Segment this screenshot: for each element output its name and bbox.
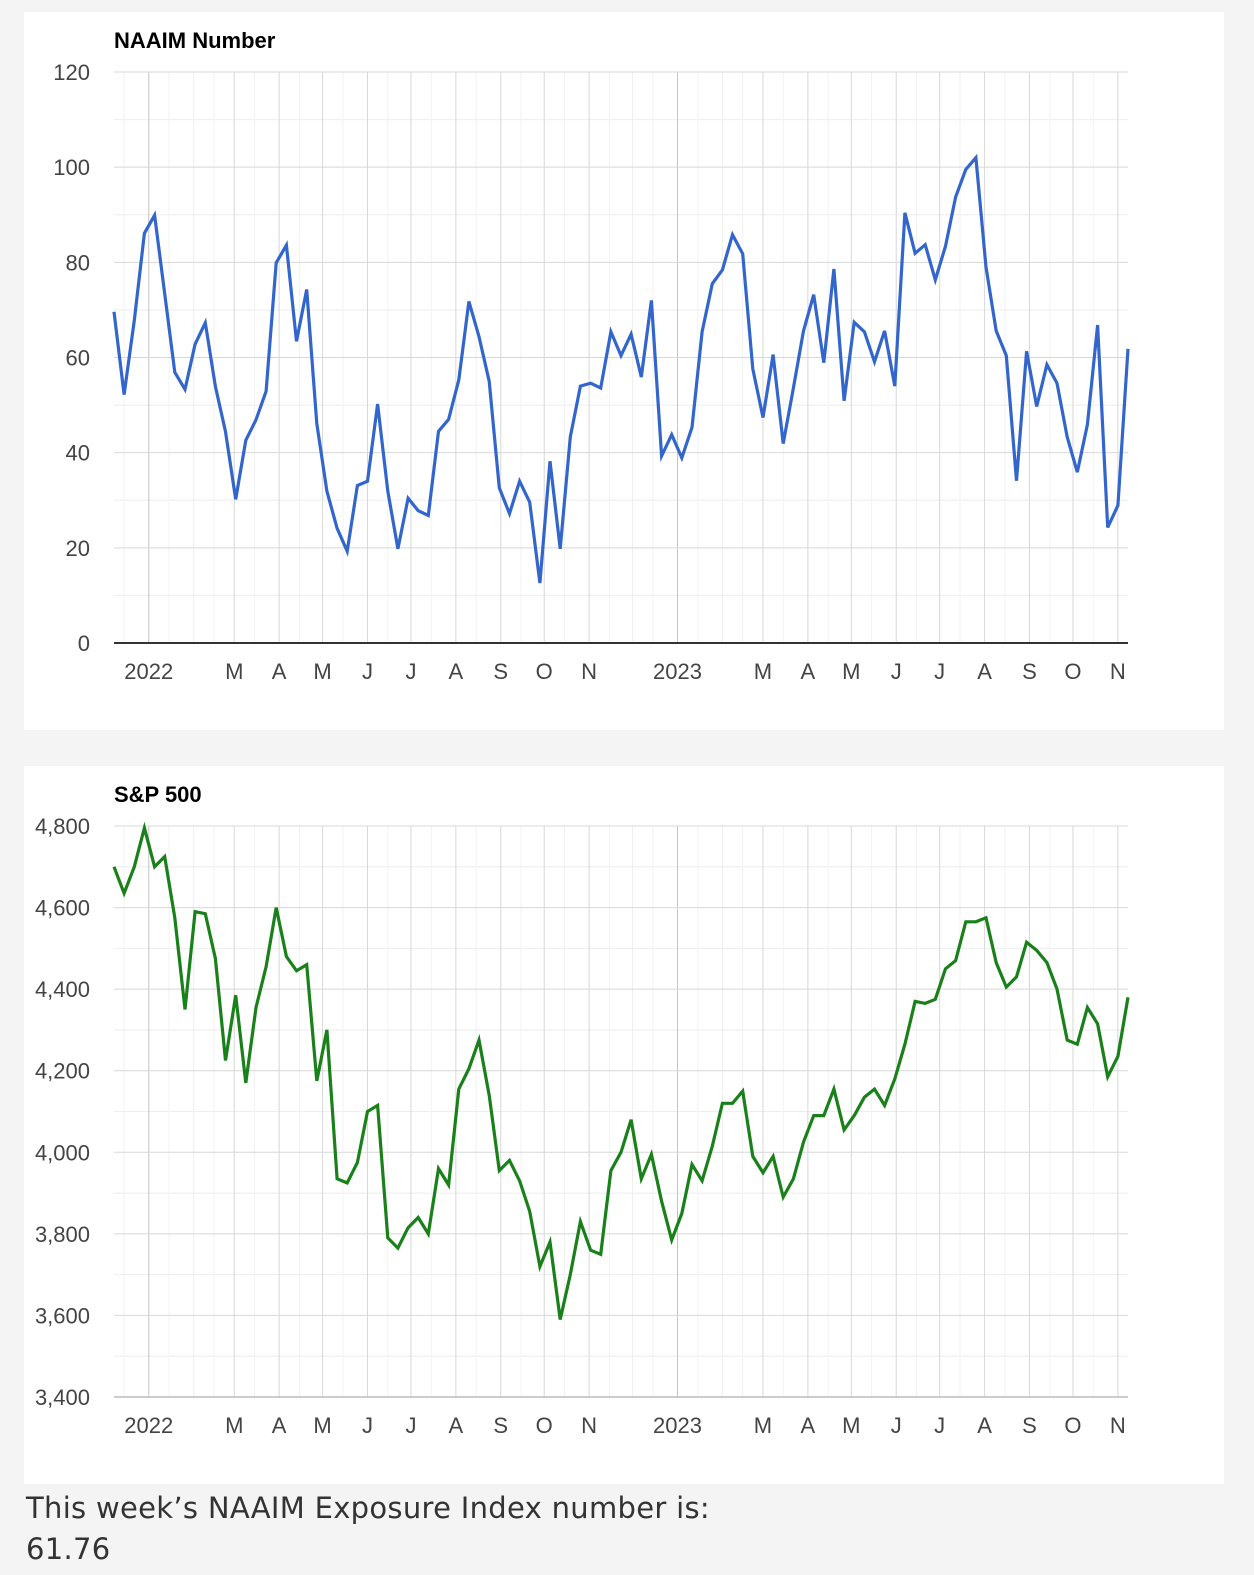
y-axis-tick-labels: 3,400 3,600 3,800 4,000 4,200 4,400 4,600 4,800 <box>35 814 90 1410</box>
x-axis-tick-labels: 2022 M A M J J A S O N 2023 M A M J J A S O N <box>124 1413 1126 1438</box>
x-tick-label: A <box>977 659 992 684</box>
x-tick-label: J <box>405 1413 416 1438</box>
x-axis-tick-labels: 2022 M A M J J A S O N 2023 M A M J J A S O N <box>124 659 1126 684</box>
exposure-index-caption: This week’s NAAIM Exposure Index number … <box>26 1491 710 1525</box>
sp500-chart: 3,400 3,600 3,800 4,000 4,200 4,400 4,600 4,800… <box>35 782 1130 1438</box>
x-tick-label: J <box>362 1413 373 1438</box>
x-tick-label: O <box>1064 659 1081 684</box>
naaim-chart: 0 20 40 60 80 100 120 2022 M A M J J A S O N 2023 M A M J J A S… <box>53 28 1130 684</box>
x-tick-label: J <box>891 659 902 684</box>
y-tick-label: 0 <box>78 631 90 656</box>
y-tick-label: 60 <box>66 346 90 371</box>
x-tick-label: M <box>313 1413 331 1438</box>
chart-title: NAAIM Number <box>114 28 276 53</box>
x-tick-label: O <box>536 1413 553 1438</box>
x-tick-label: M <box>754 659 772 684</box>
y-tick-label: 20 <box>66 536 90 561</box>
x-tick-label: A <box>449 659 464 684</box>
x-tick-label: A <box>272 659 287 684</box>
x-tick-label: J <box>405 659 416 684</box>
series-layer <box>112 821 1130 1320</box>
minor-gridlines <box>114 826 1128 1397</box>
x-tick-label: O <box>536 659 553 684</box>
y-axis-tick-labels: 0 20 40 60 80 100 120 <box>53 60 90 656</box>
y-tick-label: 40 <box>66 441 90 466</box>
x-tick-label: N <box>581 1413 597 1438</box>
y-tick-label: 4,000 <box>35 1140 90 1165</box>
y-tick-label: 4,400 <box>35 977 90 1002</box>
x-tick-label: S <box>493 659 508 684</box>
y-tick-label: 3,600 <box>35 1303 90 1328</box>
x-tick-label: M <box>842 1413 860 1438</box>
chart-title: S&P 500 <box>114 782 202 807</box>
x-tick-label: 2022 <box>124 1413 173 1438</box>
x-tick-label: S <box>1022 1413 1037 1438</box>
x-tick-label: J <box>934 659 945 684</box>
y-tick-label: 3,800 <box>35 1222 90 1247</box>
x-tick-label: S <box>1022 659 1037 684</box>
x-tick-label: N <box>1110 659 1126 684</box>
x-tick-label: A <box>272 1413 287 1438</box>
x-tick-label: N <box>1110 1413 1126 1438</box>
y-tick-label: 4,600 <box>35 896 90 921</box>
y-tick-label: 100 <box>53 155 90 180</box>
sp500-chart-panel: 3,400 3,600 3,800 4,000 4,200 4,400 4,600 4,800… <box>24 766 1224 1484</box>
x-tick-label: M <box>842 659 860 684</box>
x-tick-label: A <box>977 1413 992 1438</box>
x-tick-label: J <box>934 1413 945 1438</box>
x-tick-label: M <box>313 659 331 684</box>
x-tick-label: A <box>801 1413 816 1438</box>
x-tick-label: A <box>801 659 816 684</box>
series-line-0 <box>112 821 1130 1320</box>
x-tick-label: M <box>225 659 243 684</box>
x-tick-label: J <box>362 659 373 684</box>
y-tick-label: 4,800 <box>35 814 90 839</box>
x-tick-label: S <box>493 1413 508 1438</box>
y-tick-label: 80 <box>66 250 90 275</box>
exposure-index-value: 61.76 <box>26 1532 111 1566</box>
exposure-index-footer: This week’s NAAIM Exposure Index number … <box>26 1488 710 1570</box>
naaim-chart-panel: 0 20 40 60 80 100 120 2022 M A M J J A S O N 2023 M A M J J A S… <box>24 12 1224 730</box>
x-tick-label: O <box>1064 1413 1081 1438</box>
x-tick-label: 2023 <box>653 1413 702 1438</box>
x-tick-label: 2023 <box>653 659 702 684</box>
major-gridlines <box>114 825 1128 1397</box>
x-tick-label: A <box>449 1413 464 1438</box>
x-tick-label: N <box>581 659 597 684</box>
series-layer <box>112 153 1130 584</box>
x-tick-label: 2022 <box>124 659 173 684</box>
x-tick-label: M <box>754 1413 772 1438</box>
x-tick-label: J <box>891 1413 902 1438</box>
y-tick-label: 120 <box>53 60 90 85</box>
y-tick-label: 3,400 <box>35 1385 90 1410</box>
y-tick-label: 4,200 <box>35 1059 90 1084</box>
series-line-0 <box>112 153 1130 584</box>
x-tick-label: M <box>225 1413 243 1438</box>
